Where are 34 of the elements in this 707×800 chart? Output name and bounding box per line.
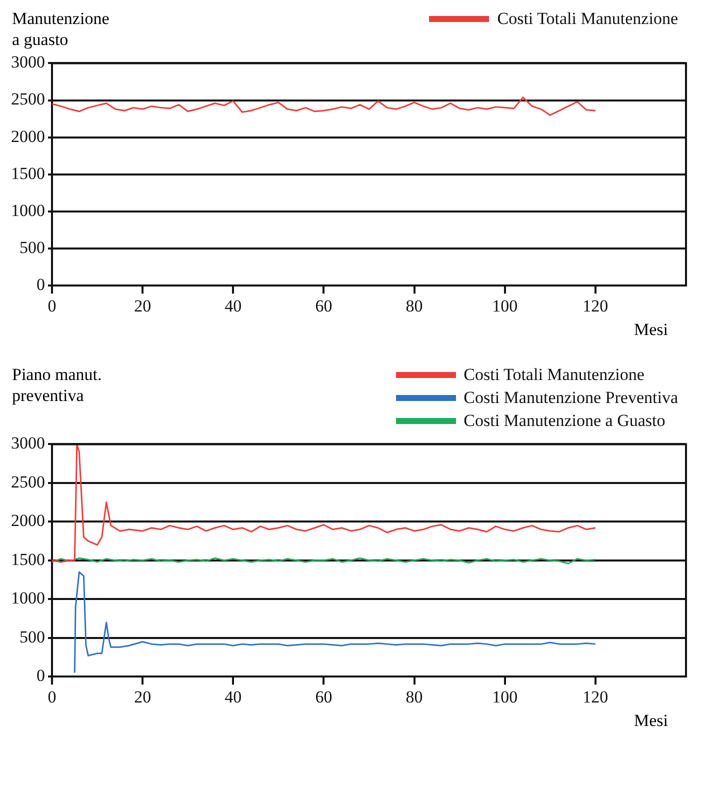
x-tick-label: 40: [224, 296, 242, 316]
legend-label: Costi Totali Manutenzione: [497, 8, 678, 29]
x-tick-label: 40: [224, 687, 242, 706]
y-tick-label: 1000: [11, 200, 45, 220]
y-tick-label: 2000: [11, 126, 45, 146]
legend-label: Costi Totali Manutenzione: [464, 364, 644, 385]
legend-label: Costi Manutenzione Preventiva: [464, 387, 678, 408]
x-axis-title: Mesi: [633, 711, 669, 731]
y-axis-title: Piano manut. preventiva: [11, 364, 103, 406]
x-tick-label: 120: [582, 687, 608, 706]
y-axis-title: Manutenzione a guasto: [11, 8, 110, 50]
y-tick-label: 1000: [11, 588, 45, 608]
y-tick-label: 3000: [11, 434, 45, 453]
y-tick-label: 0: [36, 275, 45, 294]
x-tick-label: 20: [134, 687, 152, 706]
x-tick-label: 100: [492, 296, 518, 316]
x-tick-label: 20: [134, 296, 152, 316]
y-tick-label: 3000: [11, 52, 45, 72]
legend-label: Costi Manutenzione a Guasto: [464, 410, 666, 431]
x-axis-title: Mesi: [633, 320, 669, 340]
x-tick-label: 100: [492, 687, 518, 706]
y-tick-label: 2000: [11, 511, 45, 530]
x-tick-label: 60: [315, 687, 332, 706]
x-tick-label: 60: [315, 296, 332, 316]
y-tick-label: 1500: [11, 550, 45, 569]
y-tick-label: 1500: [11, 164, 45, 183]
y-tick-label: 2500: [11, 90, 45, 109]
y-tick-label: 500: [20, 238, 45, 257]
y-tick-label: 0: [36, 666, 45, 686]
y-tick-label: 500: [20, 627, 45, 646]
x-tick-label: 120: [582, 296, 608, 316]
x-tick-label: 80: [406, 296, 423, 316]
y-tick-label: 2500: [11, 472, 45, 492]
x-tick-label: 80: [406, 687, 423, 706]
